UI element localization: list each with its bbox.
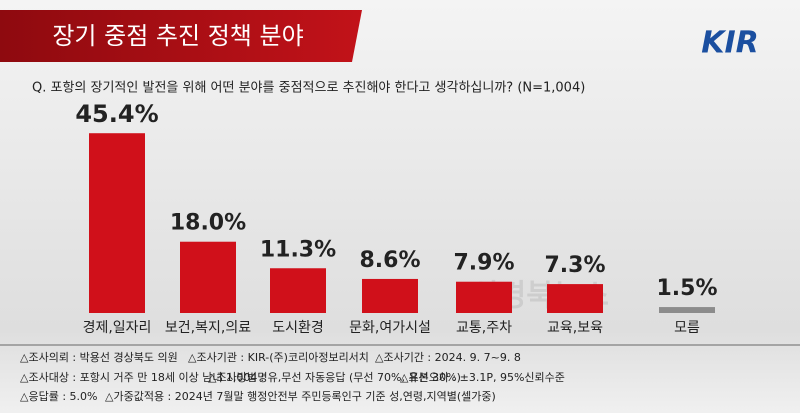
bar xyxy=(547,284,603,313)
value-label: 18.0% xyxy=(170,211,246,236)
bar xyxy=(659,307,715,313)
footnote: △응답률 : 5.0% xyxy=(20,390,97,403)
footnote: △가중값적용 : 2024년 7월말 행정안전부 주민등록인구 기준 성,연령,… xyxy=(105,390,496,403)
value-label: 11.3% xyxy=(260,237,336,262)
footnote: △조사기간 : 2024. 9. 7~9. 8 xyxy=(375,351,521,364)
footnote: △조사방법 : 유,무선 자동응답 (무선 70%, 유선 30%) xyxy=(208,371,461,384)
x-tick-label: 보건,복지,의료 xyxy=(165,320,251,336)
value-label: 45.4% xyxy=(75,100,158,128)
value-label: 7.9% xyxy=(453,251,514,276)
value-label: 7.3% xyxy=(544,253,605,278)
title-banner xyxy=(0,10,362,62)
bar xyxy=(456,281,512,313)
bar xyxy=(180,241,236,313)
value-label: 8.6% xyxy=(359,248,420,273)
bar xyxy=(270,268,326,313)
bar xyxy=(362,278,418,313)
bar xyxy=(89,133,145,313)
x-tick-label: 모름 xyxy=(674,320,700,336)
x-tick-label: 교육,보육 xyxy=(547,320,603,336)
x-tick-label: 문화,여가시설 xyxy=(349,320,431,336)
value-label: 1.5% xyxy=(656,276,717,301)
x-tick-label: 도시환경 xyxy=(272,320,324,336)
footnote: △조사의뢰 : 박용선 경상북도 의원 xyxy=(20,351,178,364)
footnote: △표본오차 : ±3.1P, 95%신뢰수준 xyxy=(400,371,565,384)
logo: KIR xyxy=(701,26,759,61)
x-tick-label: 경제,일자리 xyxy=(83,320,152,336)
x-tick-label: 교통,주차 xyxy=(456,320,512,336)
footnote: △조사대상 : 포항시 거주 만 18세 이상 남녀 1,004명 xyxy=(20,371,268,384)
subtitle: Q. 포항의 장기적인 발전을 위해 어떤 분야를 중점적으로 추진해야 한다고… xyxy=(32,81,585,96)
chart-title: 장기 중점 추진 정책 분야 xyxy=(52,22,303,50)
footnote: △조사기관 : KIR-(주)코리아정보리서치 xyxy=(188,351,369,364)
